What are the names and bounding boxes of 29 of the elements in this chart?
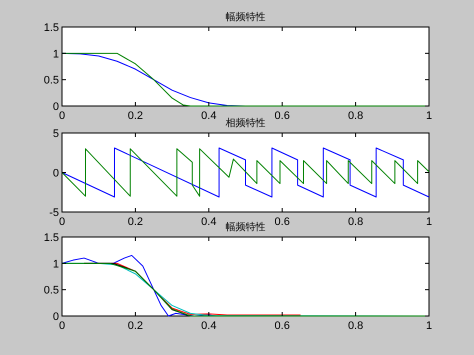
x-tick-label: 0.4 [201,320,216,332]
x-tick-label: 1 [426,320,432,332]
chart-title: 相频特性 [226,117,266,129]
y-tick-label: -5 [49,207,59,219]
x-tick-label: 0.8 [348,110,364,122]
x-tick-label: 1 [426,110,432,122]
y-tick-label: 1 [52,258,59,270]
y-tick-label: 0 [52,168,59,180]
x-tick-label: 0.8 [348,320,364,332]
x-tick-label: 1 [426,216,432,228]
x-tick-label: 0.6 [274,216,290,228]
y-tick-label: 1.5 [44,22,59,34]
x-tick-label: 0.4 [201,216,216,228]
y-tick-label: 0.5 [44,74,59,87]
y-tick-label: 5 [52,128,59,140]
y-tick-label: 0 [52,101,59,113]
y-tick-label: 0.5 [44,284,59,297]
y-tick-label: 1.5 [44,232,59,244]
x-tick-label: 0.4 [201,110,216,122]
x-tick-label: 0.6 [274,320,290,332]
y-tick-label: 1 [52,48,59,60]
x-tick-label: 0.6 [274,110,290,122]
y-tick-label: 0 [52,311,59,323]
chart-title: 幅频特性 [226,221,266,233]
x-tick-label: 0.2 [128,110,144,122]
x-tick-label: 0.2 [128,320,144,332]
chart-title: 幅频特性 [226,11,266,23]
x-tick-label: 0.2 [128,216,144,228]
x-tick-label: 0.8 [348,216,364,228]
